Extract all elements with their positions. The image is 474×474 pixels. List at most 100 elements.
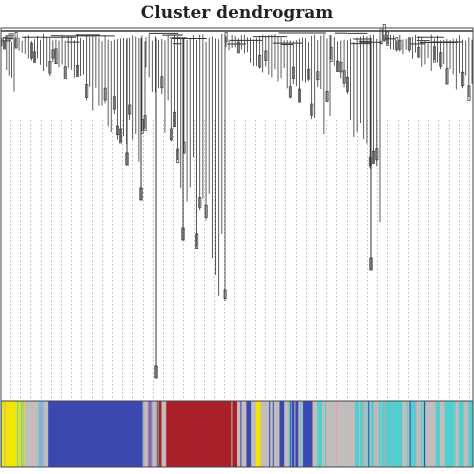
module-segment-red	[194, 401, 200, 467]
module-segment-turquoise	[369, 401, 375, 467]
module-segment-turquoise	[397, 401, 403, 467]
module-stripe	[370, 401, 371, 467]
module-stripe	[157, 401, 159, 467]
figure-title: Cluster dendrogram	[140, 3, 334, 23]
module-segment-blue	[76, 401, 82, 467]
leaf-pair	[195, 233, 199, 250]
module-segment-grey	[298, 401, 304, 467]
leaf-pair	[310, 103, 314, 116]
module-segment-turquoise	[406, 401, 413, 467]
long-branch-leaf	[181, 227, 185, 241]
module-stripe	[389, 401, 391, 467]
module-segment-grey	[34, 401, 40, 467]
leaf-pair	[119, 128, 122, 144]
module-segment-yellow	[1, 401, 7, 467]
leaf-pair	[342, 70, 346, 84]
module-segment-red	[203, 401, 210, 467]
leaf-pair	[316, 71, 320, 81]
module-segment-grey	[373, 401, 380, 467]
module-segment-blue	[109, 401, 115, 467]
module-segment-blue	[128, 401, 134, 467]
module-segment-red	[175, 401, 181, 467]
module-color-bar	[0, 400, 474, 468]
module-stripe	[22, 401, 24, 467]
module-stripe	[143, 401, 145, 467]
leaf-pair	[143, 115, 147, 131]
leaf-pair	[264, 50, 268, 61]
module-stripe	[4, 401, 6, 467]
leaf-pair	[417, 47, 421, 58]
leaf-guide-lines	[10, 120, 470, 399]
leaf-pair	[85, 84, 89, 98]
leaf-pair	[329, 46, 333, 62]
leaf-pair	[30, 42, 33, 59]
leaf-pair	[169, 128, 173, 141]
module-segment-blue	[57, 401, 63, 467]
leaf-pair	[3, 37, 6, 50]
module-segment-yellow	[5, 401, 12, 467]
module-stripe	[424, 401, 425, 467]
leaf-pair	[63, 66, 67, 80]
module-stripe	[148, 401, 150, 467]
module-segment-blue	[119, 401, 125, 467]
module-stripe	[407, 401, 409, 467]
module-stripe	[362, 401, 364, 467]
module-segment-red	[199, 401, 205, 467]
module-segment-blue	[246, 401, 252, 467]
module-stripe	[231, 401, 233, 467]
module-segment-turquoise	[317, 401, 323, 467]
module-segment-blue	[52, 401, 59, 467]
leaf-pair	[128, 104, 132, 115]
leaf-pair	[204, 204, 208, 218]
module-segment-red	[218, 401, 224, 467]
module-segment-grey	[237, 401, 243, 467]
leaf-pair	[223, 289, 227, 299]
module-segment-grey	[345, 401, 351, 467]
module-stripe	[415, 401, 416, 467]
module-stripe	[380, 401, 382, 467]
leaf-pair	[51, 49, 55, 59]
module-segment-red	[166, 401, 172, 467]
module-segment-turquoise	[468, 401, 474, 467]
module-segment-yellow	[10, 401, 16, 467]
module-segment-red	[222, 401, 229, 467]
leaf-pair	[307, 68, 311, 80]
module-segment-grey	[152, 401, 158, 467]
module-segment-grey	[312, 401, 318, 467]
module-segment-yellow	[19, 401, 26, 467]
module-stripe	[335, 401, 337, 467]
module-segment-grey	[454, 401, 460, 467]
leaf-pair	[236, 41, 240, 54]
module-segment-red	[227, 401, 233, 467]
plot-frame	[0, 27, 474, 402]
module-segment-grey	[331, 401, 337, 467]
module-segment-blue	[279, 401, 285, 467]
leaf-pair	[407, 37, 411, 51]
module-segment-blue	[104, 401, 111, 467]
module-segment-blue	[67, 401, 73, 467]
module-segment-blue	[81, 401, 87, 467]
long-branch-leaf	[369, 257, 373, 271]
module-segment-red	[185, 401, 191, 467]
module-segment-grey	[340, 401, 347, 467]
module-segment-blue	[48, 401, 54, 467]
module-stripe	[368, 401, 370, 467]
module-stripe	[375, 401, 377, 467]
leaf-pair	[103, 87, 107, 101]
module-segment-grey	[265, 401, 271, 467]
module-stripe	[289, 401, 290, 467]
module-segment-blue	[95, 401, 101, 467]
module-stripe	[38, 401, 40, 467]
leaf-pair	[339, 61, 343, 73]
module-segment-blue	[307, 401, 314, 467]
leaf-pair	[395, 37, 399, 51]
long-branch-leaf	[139, 187, 143, 201]
module-segment-blue	[71, 401, 78, 467]
long-branch-leaf	[154, 365, 158, 379]
module-segment-turquoise	[435, 401, 441, 467]
module-stripe	[20, 401, 22, 467]
module-segment-grey	[430, 401, 436, 467]
module-stripe	[152, 401, 154, 467]
module-stripe	[269, 401, 271, 467]
